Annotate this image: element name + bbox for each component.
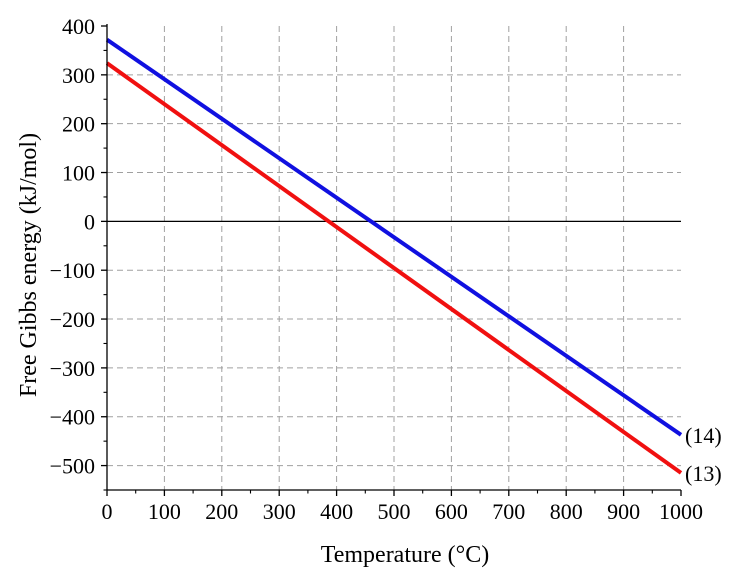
y-tick-label: 300	[62, 63, 95, 88]
x-tick-label: 900	[607, 499, 640, 524]
series-labels: (14) (13)	[685, 423, 722, 486]
y-tick-label: 100	[62, 161, 95, 186]
y-tick-label: −300	[50, 356, 95, 381]
x-tick-label: 100	[148, 499, 181, 524]
y-tick-label: 0	[84, 209, 95, 234]
y-tick-label: 400	[62, 14, 95, 39]
x-tick-label: 200	[205, 499, 238, 524]
x-tick-label: 1000	[659, 499, 703, 524]
y-tick-labels: 400 300 200 100 0 −100 −200 −300 −400 −500	[50, 14, 95, 479]
x-tick-label: 400	[320, 499, 353, 524]
series-line-0	[105, 38, 683, 437]
x-tick-label: 300	[263, 499, 296, 524]
x-tick-label: 0	[102, 499, 113, 524]
y-tick-label: −100	[50, 258, 95, 283]
x-tick-label: 600	[435, 499, 468, 524]
series-line-1	[105, 61, 683, 475]
y-tick-label: −200	[50, 307, 95, 332]
series-label-0: (14)	[685, 423, 722, 448]
y-axis-title: Free Gibbs energy (kJ/mol)	[16, 133, 42, 397]
x-tick-labels: 0 100 200 300 400 500 600 700 800 900 1000	[102, 499, 704, 524]
x-tick-label: 500	[378, 499, 411, 524]
axes	[101, 24, 682, 496]
x-tick-label: 700	[492, 499, 525, 524]
series-layer	[105, 38, 683, 475]
x-axis-title: Temperature (°C)	[321, 542, 490, 568]
x-tick-label: 800	[550, 499, 583, 524]
y-tick-label: −400	[50, 405, 95, 430]
grid	[107, 26, 681, 490]
y-tick-label: −500	[50, 454, 95, 479]
y-tick-label: 200	[62, 112, 95, 137]
series-label-1: (13)	[685, 461, 722, 486]
